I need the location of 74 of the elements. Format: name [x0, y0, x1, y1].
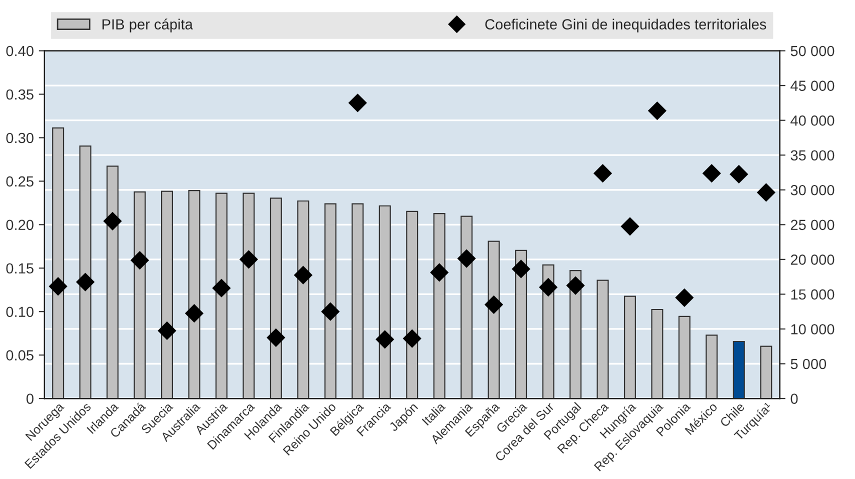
bar: [297, 200, 310, 399]
point: [484, 295, 504, 314]
bar: [433, 212, 446, 399]
bar: [324, 203, 336, 399]
y-tick-label: 0.40: [6, 46, 34, 56]
point: [76, 272, 95, 292]
y-tick-label: 0.35: [6, 89, 34, 100]
point: [130, 250, 150, 270]
bar: [651, 308, 664, 399]
y-tick-label: 0.10: [6, 306, 34, 318]
bar: [624, 296, 636, 399]
bar: [515, 250, 528, 399]
point: [266, 328, 286, 347]
point: [239, 250, 258, 269]
bar: [760, 346, 772, 399]
point: [348, 94, 367, 112]
bar: [270, 198, 282, 399]
bar: [79, 146, 92, 399]
bar: [488, 240, 500, 399]
y-tick-label: 0.25: [6, 176, 34, 187]
bar: [596, 280, 609, 399]
y2-tick-label: 45 000: [790, 80, 834, 91]
point: [512, 260, 530, 278]
bar: [352, 203, 364, 399]
point: [593, 164, 612, 183]
bar: [732, 340, 745, 399]
point: [376, 330, 394, 349]
point: [756, 183, 776, 202]
point: [48, 277, 68, 296]
y2-tick-label: 15 000: [791, 289, 834, 300]
bar: [242, 192, 255, 399]
point: [321, 302, 340, 321]
y2-tick-label: 25 000: [790, 220, 834, 230]
bar: [706, 334, 718, 399]
bar: [460, 216, 473, 399]
point: [566, 276, 585, 295]
point: [457, 249, 476, 268]
point: [212, 278, 231, 298]
bar: [134, 191, 146, 399]
legend-label: Coeficinete Gini de inequidades territoriales: [485, 18, 766, 32]
bar: [406, 210, 418, 399]
bar: [52, 127, 64, 399]
point: [184, 304, 204, 323]
y2-tick-label: 40 000: [790, 115, 834, 126]
point: [430, 263, 449, 282]
y2-tick-label: 10 000: [791, 324, 834, 334]
bar: [378, 205, 391, 399]
y2-tick-label: 30 000: [790, 184, 834, 196]
point: [702, 164, 721, 183]
y2-tick-label: 5 000: [790, 358, 826, 370]
point: [620, 217, 640, 236]
y2-tick-label: 20 000: [790, 254, 834, 265]
point: [538, 278, 558, 297]
y-tick-label: 0.30: [6, 132, 34, 144]
y-tick-label: 0.20: [6, 220, 34, 230]
point: [402, 329, 422, 348]
point: [158, 321, 176, 340]
bar: [215, 192, 228, 399]
point: [103, 212, 122, 230]
bar: [188, 190, 200, 399]
point: [648, 101, 667, 120]
y-tick-label: 0.15: [6, 263, 34, 274]
bar: [678, 316, 690, 399]
legend-label: PIB per cápita: [102, 18, 193, 32]
point: [294, 266, 312, 284]
y2-tick-label: 50 000: [790, 46, 834, 56]
y2-tick-label: 0: [790, 394, 798, 404]
point: [675, 288, 694, 307]
point: [730, 164, 748, 184]
bar: [106, 166, 119, 399]
y-tick-label: 0.05: [6, 350, 34, 360]
y-tick-label: 0: [26, 394, 34, 404]
y2-tick-label: 35 000: [790, 150, 834, 161]
bar: [161, 190, 174, 399]
